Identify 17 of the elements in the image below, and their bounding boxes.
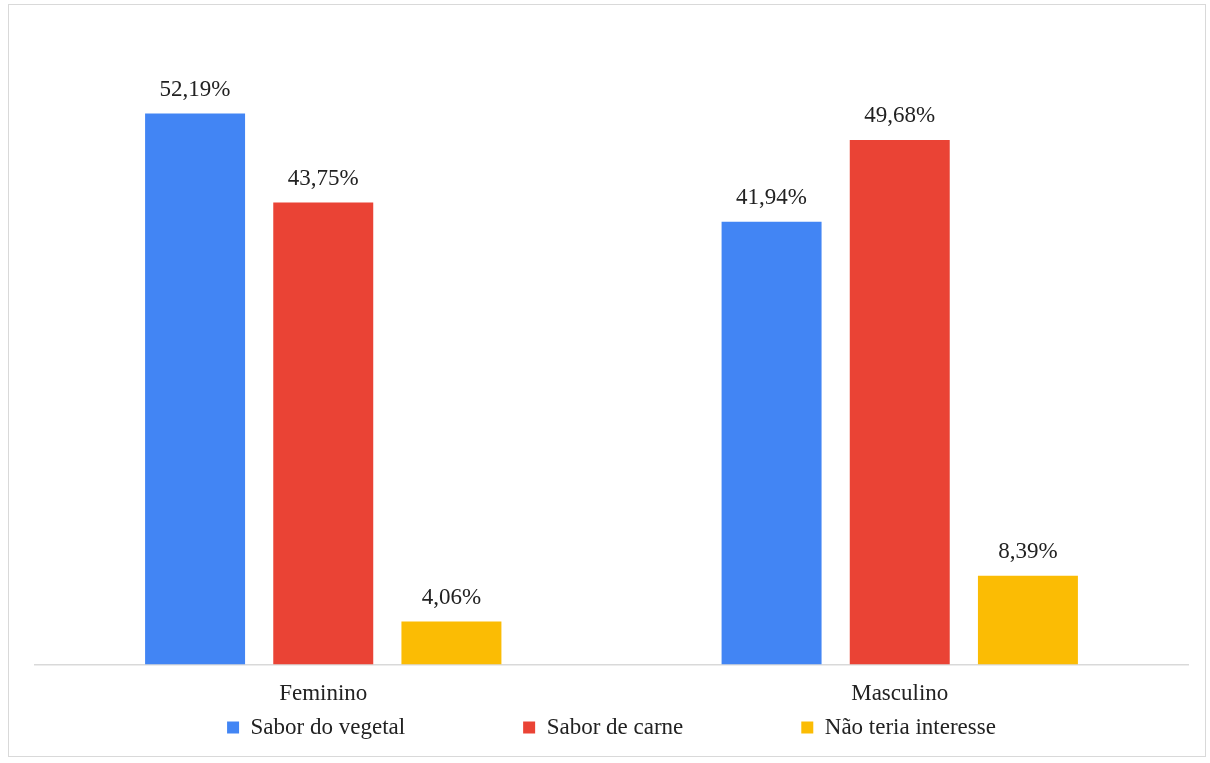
bar — [401, 621, 502, 665]
bar — [977, 575, 1078, 665]
x-tick-label: Masculino — [851, 680, 949, 706]
data-label: 8,39% — [998, 538, 1058, 564]
data-label: 4,06% — [421, 584, 482, 610]
x-tick-label: Feminino — [279, 680, 368, 706]
legend-label: Não teria interesse — [824, 713, 996, 739]
bar — [721, 221, 822, 665]
bar — [145, 113, 246, 665]
data-label: 41,94% — [736, 184, 808, 210]
legend-label: Sabor de carne — [546, 713, 684, 739]
bar — [273, 202, 374, 665]
legend-label: Sabor do vegetal — [250, 713, 406, 739]
data-label: 49,68% — [864, 102, 936, 128]
bar — [849, 139, 950, 665]
data-label: 43,75% — [287, 165, 359, 191]
data-label: 52,19% — [159, 75, 231, 101]
